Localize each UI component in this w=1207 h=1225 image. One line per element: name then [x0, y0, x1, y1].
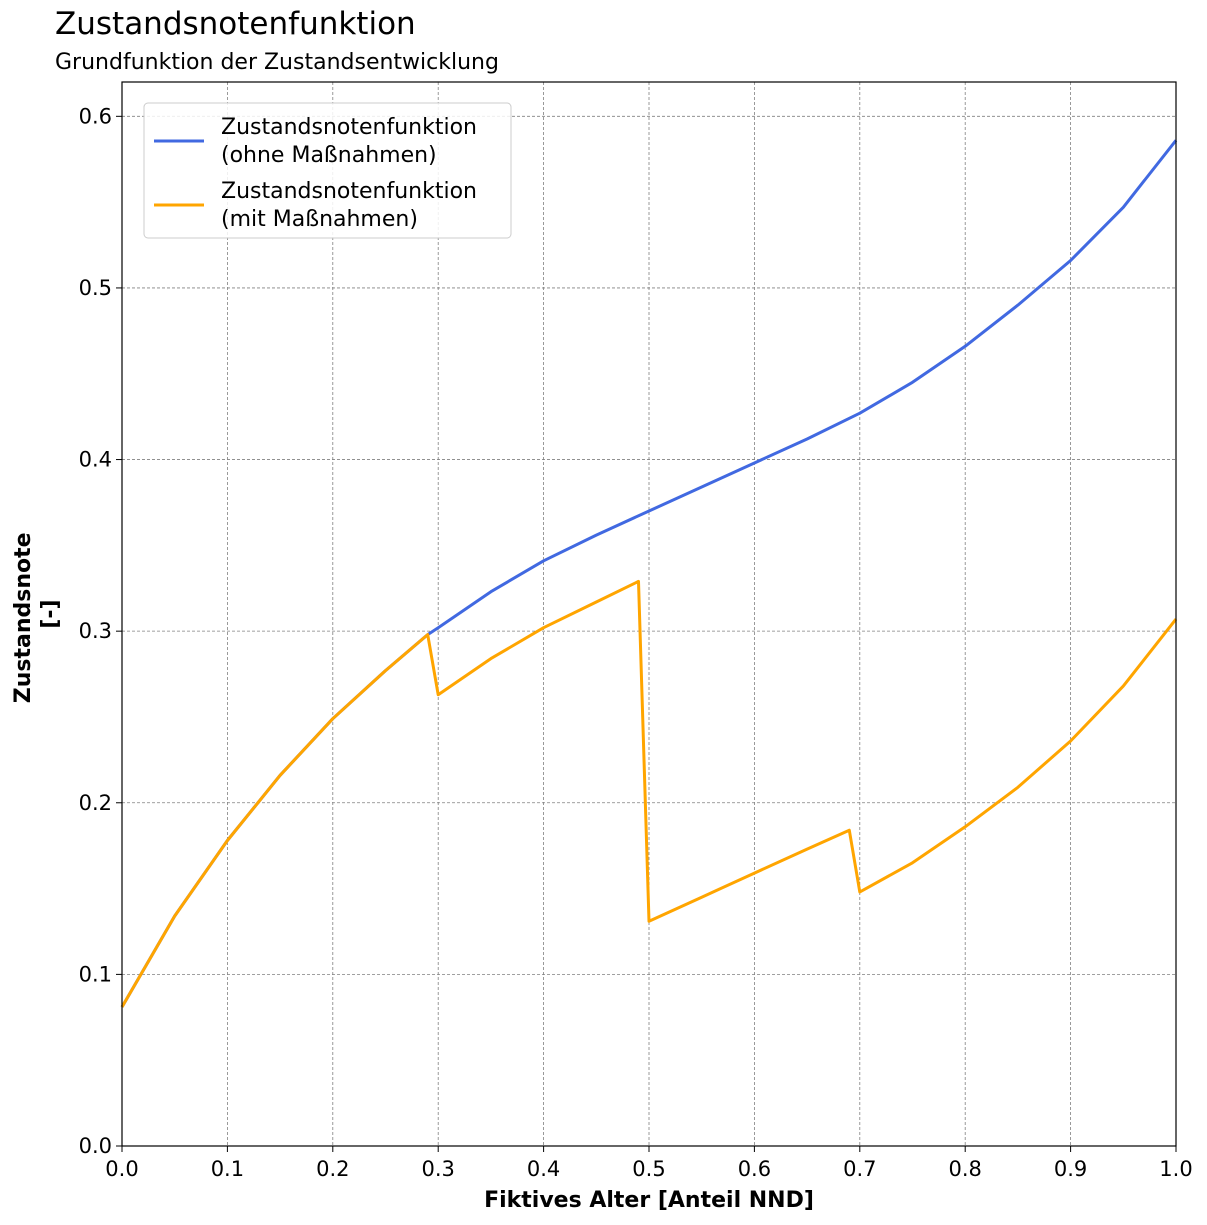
y-axis-label: Zustandsnote [-]	[11, 525, 63, 703]
grid	[121, 82, 1177, 1147]
legend-label-2-line1: Zustandsnotenfunktion	[221, 179, 477, 204]
series-layer	[120, 139, 1178, 1008]
x-tick-label: 0.4	[527, 1157, 560, 1181]
y-tick-label: 0.5	[79, 276, 112, 300]
ticks: 0.0 0.1 0.2 0.3 0.4 0.5 0.6 0.7 0.8 0.9 1.0 0.0 0.1 0…	[79, 104, 1193, 1181]
y-tick-label: 0.0	[79, 1134, 112, 1158]
y-tick-label: 0.4	[79, 448, 112, 472]
x-tick-label: 0.3	[421, 1157, 454, 1181]
y-tick-label: 0.3	[79, 619, 112, 643]
x-tick-label: 0.5	[632, 1157, 665, 1181]
y-axis-label-line1: Zustandsnote	[11, 532, 36, 703]
y-tick-label: 0.6	[79, 104, 112, 128]
legend-label-1-line1: Zustandsnotenfunktion	[221, 115, 477, 140]
y-tick-label: 0.2	[79, 791, 112, 815]
x-tick-label: 0.7	[843, 1157, 876, 1181]
x-tick-label: 0.2	[316, 1157, 349, 1181]
legend-box	[143, 102, 512, 239]
x-tick-label: 0.6	[738, 1157, 771, 1181]
legend-label-2-line2: (mit Maßnahmen)	[221, 207, 418, 232]
x-tick-label: 0.0	[105, 1157, 138, 1181]
x-tick-label: 0.9	[1054, 1157, 1087, 1181]
legend: Zustandsnotenfunktion (ohne Maßnahmen) Zus…	[143, 102, 512, 239]
x-tick-label: 0.8	[948, 1157, 981, 1181]
chart-subtitle: Grundfunktion der Zustandsentwicklung	[55, 50, 499, 75]
series-line-2	[120, 579, 1178, 1008]
x-axis-label: Fiktives Alter [Anteil NND]	[484, 1188, 814, 1213]
chart-title: Zustandsnotenfunktion	[55, 6, 416, 42]
x-tick-label: 1.0	[1159, 1157, 1192, 1181]
y-axis-label-line2: [-]	[38, 599, 63, 628]
x-tick-label: 0.1	[211, 1157, 244, 1181]
y-tick-label: 0.1	[79, 962, 112, 986]
legend-label-1-line2: (ohne Maßnahmen)	[221, 143, 437, 168]
